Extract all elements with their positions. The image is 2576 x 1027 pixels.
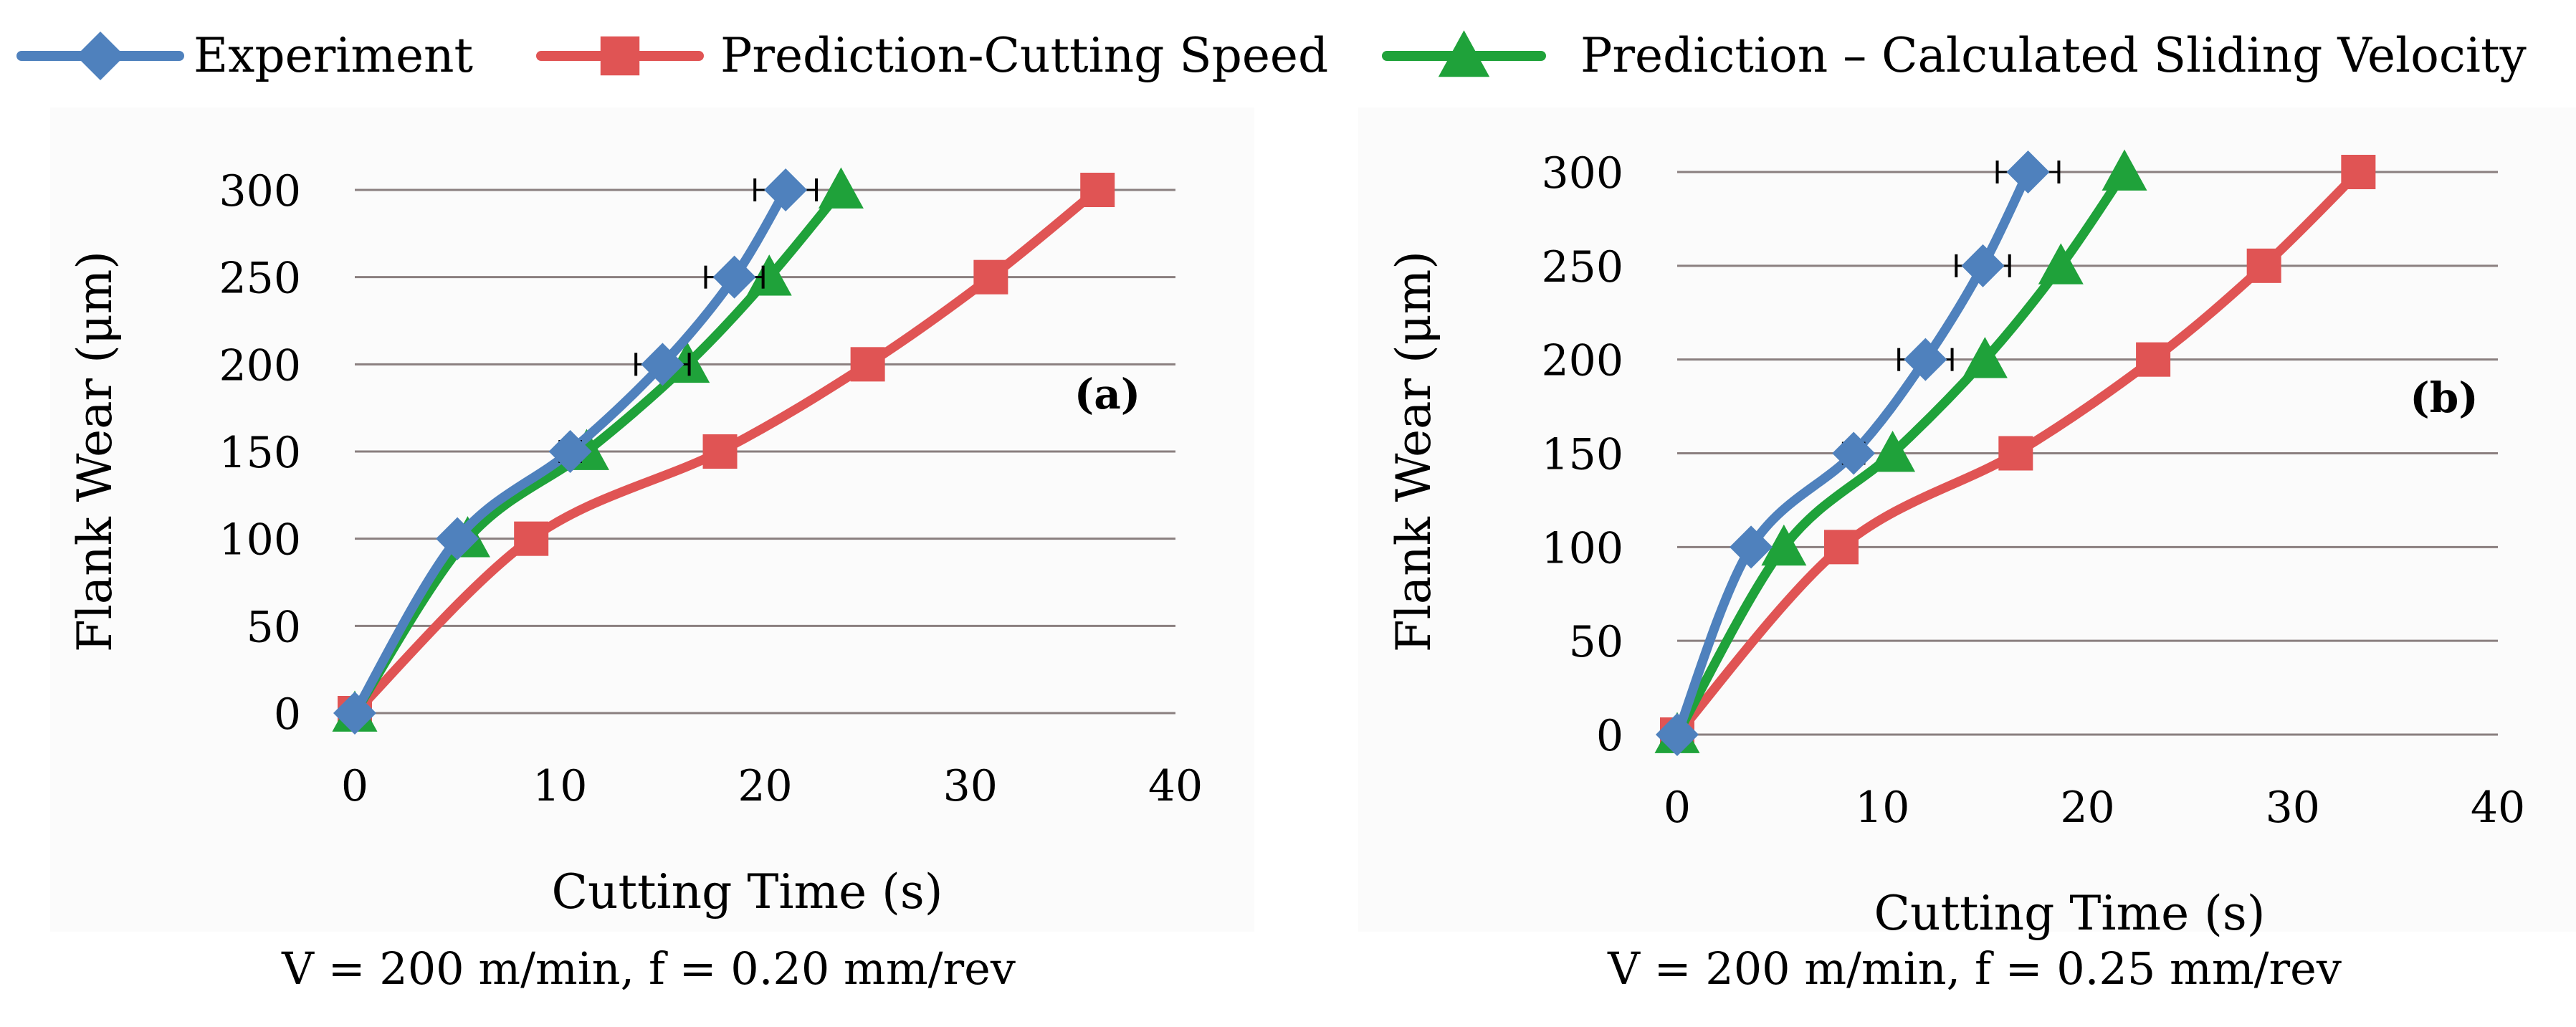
data-point-1-1 — [514, 521, 549, 556]
data-point-2-3 — [1962, 337, 2008, 378]
panel-a-caption: V = 200 m/min, f = 0.20 mm/rev — [282, 942, 1016, 995]
legend-marker-1 — [600, 36, 640, 76]
data-point-1-1 — [1824, 530, 1859, 565]
x-tick-label: 20 — [738, 761, 792, 811]
data-point-0-4 — [1961, 244, 2005, 287]
legend-label-0: Experiment — [194, 28, 473, 83]
y-tick-label: 150 — [219, 428, 301, 478]
x-tick-label: 40 — [2471, 783, 2525, 833]
data-point-0-1 — [1730, 525, 1773, 569]
data-point-2-3 — [664, 341, 710, 383]
y-tick-label: 200 — [219, 340, 301, 391]
data-point-0-0 — [1656, 713, 1699, 756]
y-tick-label: 150 — [1541, 430, 1623, 480]
y-tick-label: 0 — [1596, 711, 1623, 761]
x-axis-label: Cutting Time (s) — [1874, 886, 2265, 941]
panel-b-background — [1358, 108, 2576, 932]
data-point-1-5 — [1080, 173, 1115, 207]
data-point-1-3 — [2136, 342, 2171, 377]
data-point-2-5 — [818, 167, 864, 209]
data-point-0-1 — [436, 517, 480, 560]
legend-label-1: Prediction-Cutting Speed — [720, 28, 1328, 83]
legend-marker-0 — [76, 32, 125, 80]
panel-label: (b) — [2410, 373, 2478, 422]
data-point-2-4 — [2038, 243, 2084, 285]
x-tick-label: 20 — [2060, 783, 2114, 833]
y-axis-label: Flank Wear (μm) — [1386, 251, 1441, 652]
data-point-0-2 — [548, 430, 592, 473]
data-point-0-4 — [712, 255, 756, 299]
x-tick-label: 10 — [1855, 783, 1909, 833]
data-point-1-2 — [702, 434, 738, 469]
data-point-2-5 — [2102, 149, 2147, 191]
chart-panel-0: 0 50 100 150 200 250 300 0 10 20 30 40 Cutting Time … — [67, 166, 1203, 919]
data-point-0-2 — [1832, 431, 1876, 475]
x-tick-label: 0 — [341, 761, 368, 811]
y-tick-label: 250 — [219, 254, 301, 304]
data-point-0-5 — [764, 168, 808, 211]
y-tick-label: 100 — [219, 515, 301, 565]
data-point-1-4 — [2246, 248, 2281, 283]
legend-label-2: Prediction – Calculated Sliding Velocity — [1580, 28, 2527, 83]
data-point-0-0 — [333, 692, 376, 735]
y-tick-label: 100 — [1541, 523, 1623, 573]
data-point-1-5 — [2341, 155, 2376, 189]
y-tick-label: 0 — [274, 689, 301, 740]
x-tick-label: 30 — [943, 761, 998, 811]
x-axis-label: Cutting Time (s) — [551, 864, 943, 919]
data-point-2-4 — [746, 254, 792, 296]
panel-b-caption: V = 200 m/min, f = 0.25 mm/rev — [1608, 942, 2342, 995]
data-point-0-3 — [641, 343, 684, 386]
chart-legend: Experiment Prediction-Cutting Speed Predic… — [16, 28, 2527, 83]
data-point-1-4 — [973, 259, 1008, 295]
x-tick-label: 30 — [2266, 783, 2320, 833]
y-tick-label: 50 — [1569, 617, 1623, 667]
panel-a-background — [50, 108, 1254, 932]
x-tick-label: 0 — [1664, 783, 1691, 833]
panel-label: (a) — [1074, 370, 1140, 419]
data-point-1-3 — [850, 347, 885, 382]
y-tick-label: 300 — [219, 166, 301, 216]
x-tick-label: 10 — [533, 761, 587, 811]
data-point-2-2 — [1870, 431, 1916, 472]
y-axis-label: Flank Wear (μm) — [67, 251, 123, 652]
data-point-2-1 — [1761, 524, 1807, 566]
x-tick-label: 40 — [1148, 761, 1203, 811]
data-point-0-3 — [1904, 338, 1947, 381]
y-tick-label: 50 — [247, 602, 301, 652]
y-tick-label: 300 — [1541, 148, 1623, 199]
y-tick-label: 200 — [1541, 336, 1623, 386]
chart-panel-1: 0 50 100 150 200 250 300 0 10 20 30 40 Cutting Time … — [1386, 148, 2525, 941]
data-point-1-2 — [1998, 436, 2033, 471]
legend-marker-2 — [1438, 30, 1490, 77]
data-point-0-5 — [2006, 151, 2050, 194]
y-tick-label: 250 — [1541, 242, 1623, 292]
